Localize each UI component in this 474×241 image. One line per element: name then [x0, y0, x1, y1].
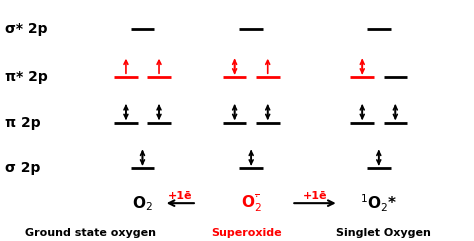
Text: $^1$O$_2$*: $^1$O$_2$* [360, 193, 398, 214]
Text: σ 2p: σ 2p [5, 161, 41, 175]
Text: Ground state oxygen: Ground state oxygen [25, 228, 156, 238]
Text: O$_2$: O$_2$ [132, 194, 153, 213]
Text: O$_2^{\overline{\cdot}}$: O$_2^{\overline{\cdot}}$ [241, 192, 262, 214]
Text: Singlet Oxygen: Singlet Oxygen [336, 228, 431, 238]
Text: +1ē: +1ē [168, 191, 192, 201]
Text: π 2p: π 2p [5, 116, 41, 130]
Text: σ* 2p: σ* 2p [5, 22, 48, 36]
Text: π* 2p: π* 2p [5, 70, 48, 84]
Text: Superoxide: Superoxide [211, 228, 282, 238]
Text: +1ē: +1ē [303, 191, 327, 201]
